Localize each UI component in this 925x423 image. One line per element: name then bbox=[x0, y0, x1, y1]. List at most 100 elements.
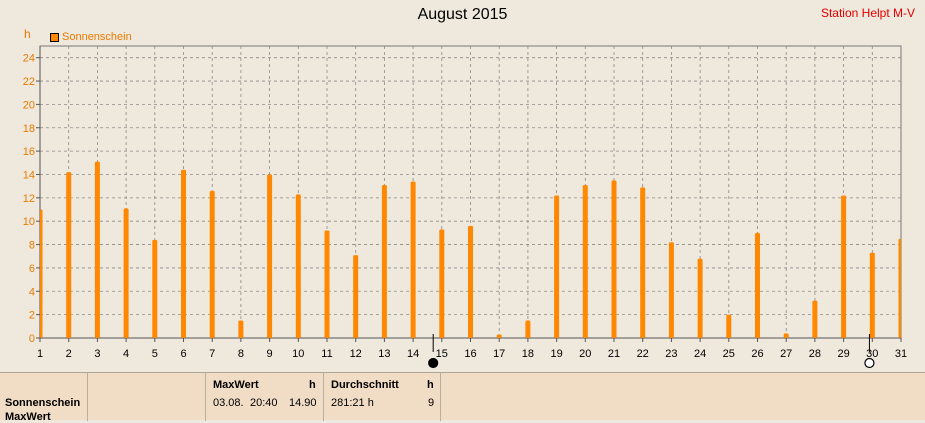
max-unit: h bbox=[309, 379, 316, 391]
y-tick-label: 8 bbox=[29, 240, 35, 252]
y-tick-label: 2 bbox=[29, 310, 35, 322]
y-tick-label: 6 bbox=[29, 263, 35, 275]
sunshine-bar bbox=[668, 242, 674, 338]
y-axis-unit: h bbox=[24, 27, 31, 41]
average-header: Durchschnitt bbox=[331, 379, 399, 391]
x-tick-label: 7 bbox=[209, 348, 215, 360]
sunshine-bar bbox=[209, 190, 215, 338]
sunshine-bar bbox=[94, 161, 100, 338]
max-time: 20:40 bbox=[250, 397, 278, 409]
y-tick-label: 20 bbox=[23, 99, 35, 111]
sunshine-bar bbox=[123, 208, 129, 338]
max-header: MaxWert bbox=[213, 379, 259, 391]
chart-title: August 2015 bbox=[417, 6, 508, 23]
x-tick-label: 26 bbox=[751, 348, 763, 360]
y-tick-label: 18 bbox=[23, 123, 35, 135]
y-tick-label: 14 bbox=[23, 169, 35, 181]
x-tick-label: 16 bbox=[464, 348, 476, 360]
y-tick-label: 0 bbox=[29, 333, 35, 345]
chart-area: 0 2 4 6 8 10 12 14 16 18 20 22 24 1 2 3 4 5 6 7 8 9 10 11 12 13 14… bbox=[23, 6, 915, 369]
x-tick-label: 22 bbox=[637, 348, 649, 360]
sunshine-bar bbox=[726, 314, 732, 338]
sunshine-bar bbox=[496, 334, 502, 338]
sunshine-bar bbox=[410, 181, 416, 338]
sunshine-bar bbox=[582, 184, 588, 338]
average-unit: h bbox=[427, 379, 434, 391]
sunshine-bar bbox=[40, 209, 43, 338]
sunshine-bar bbox=[468, 225, 473, 338]
sunshine-bar bbox=[869, 252, 875, 338]
chart-legend: Sonnenschein bbox=[50, 31, 132, 43]
sunshine-bar bbox=[353, 255, 359, 338]
x-tick-label: 28 bbox=[809, 348, 821, 360]
sunshine-bar bbox=[181, 169, 186, 338]
sunshine-bar bbox=[381, 184, 387, 338]
sunshine-bar bbox=[697, 258, 703, 338]
sunshine-bar bbox=[554, 195, 560, 338]
new-moon-icon bbox=[864, 357, 875, 369]
sunshine-bar bbox=[898, 238, 901, 338]
x-tick-label: 25 bbox=[723, 348, 735, 360]
x-tick-label: 27 bbox=[780, 348, 792, 360]
x-tick-label: 20 bbox=[579, 348, 591, 360]
sunshine-bar bbox=[640, 187, 646, 338]
y-tick-label: 12 bbox=[23, 193, 35, 205]
y-tick-label: 16 bbox=[23, 146, 35, 158]
x-tick-label: 19 bbox=[550, 348, 562, 360]
summary-label-column: Sonnenschein MaxWert bbox=[0, 373, 88, 423]
x-tick-label: 29 bbox=[837, 348, 849, 360]
x-tick-label: 11 bbox=[321, 348, 332, 360]
x-tick-label: 15 bbox=[436, 348, 448, 360]
legend-swatch bbox=[50, 32, 59, 42]
y-tick-label: 24 bbox=[23, 53, 35, 65]
average-count: 9 bbox=[428, 397, 435, 409]
full-moon-icon bbox=[428, 357, 439, 369]
sunshine-bar bbox=[783, 333, 789, 338]
sunshine-bar bbox=[841, 195, 847, 338]
x-tick-label: 5 bbox=[152, 348, 158, 360]
summary-empty-column bbox=[88, 373, 206, 421]
max-date: 03.08. bbox=[213, 397, 244, 409]
x-tick-label: 6 bbox=[180, 348, 186, 360]
sunshine-bar bbox=[439, 229, 445, 338]
x-tick-label: 21 bbox=[608, 348, 620, 360]
x-tick-label: 24 bbox=[694, 348, 706, 360]
x-tick-label: 4 bbox=[123, 348, 129, 360]
x-tick-label: 3 bbox=[94, 348, 100, 360]
average-value: 281:21 h bbox=[331, 397, 374, 409]
sunshine-bar bbox=[755, 232, 760, 338]
sunshine-bar bbox=[295, 194, 301, 338]
x-tick-label: 8 bbox=[238, 348, 244, 360]
summary-max-column: MaxWert h 03.08. 20:40 14.90 bbox=[206, 373, 324, 421]
sunshine-bar bbox=[611, 180, 617, 338]
x-tick-label: 17 bbox=[493, 348, 505, 360]
x-tick-label: 23 bbox=[665, 348, 677, 360]
x-tick-label: 13 bbox=[378, 348, 390, 360]
y-tick-label: 4 bbox=[29, 286, 35, 298]
x-tick-label: 9 bbox=[267, 348, 273, 360]
sunshine-bar bbox=[238, 320, 244, 338]
sunshine-bar bbox=[324, 230, 330, 338]
max-value: 14.90 bbox=[289, 397, 317, 409]
x-tick-label: 31 bbox=[895, 348, 907, 360]
y-tick-label: 10 bbox=[23, 216, 35, 228]
x-tick-label: 14 bbox=[407, 348, 419, 360]
summary-average-column: Durchschnitt h 281:21 h 9 bbox=[324, 373, 441, 421]
x-tick-label: 12 bbox=[350, 348, 362, 360]
x-tick-label: 10 bbox=[292, 348, 304, 360]
sunshine-bar bbox=[812, 300, 818, 338]
x-tick-label: 2 bbox=[66, 348, 72, 360]
x-tick-label: 1 bbox=[37, 348, 43, 360]
station-name: Station Helpt M-V bbox=[820, 6, 915, 20]
legend-label: Sonnenschein bbox=[62, 31, 132, 43]
summary-panel: Sonnenschein MaxWert MaxWert h 03.08. 20… bbox=[0, 372, 925, 423]
y-tick-label: 22 bbox=[23, 76, 35, 88]
sunshine-bar bbox=[525, 320, 531, 338]
x-tick-label: 18 bbox=[522, 348, 534, 360]
summary-row-sonnenschein: Sonnenschein bbox=[5, 397, 81, 409]
summary-row-maxwert: MaxWert bbox=[5, 411, 51, 423]
sunshine-bar bbox=[66, 172, 72, 338]
sunshine-bar bbox=[267, 174, 273, 338]
sunshine-bar bbox=[152, 239, 158, 338]
